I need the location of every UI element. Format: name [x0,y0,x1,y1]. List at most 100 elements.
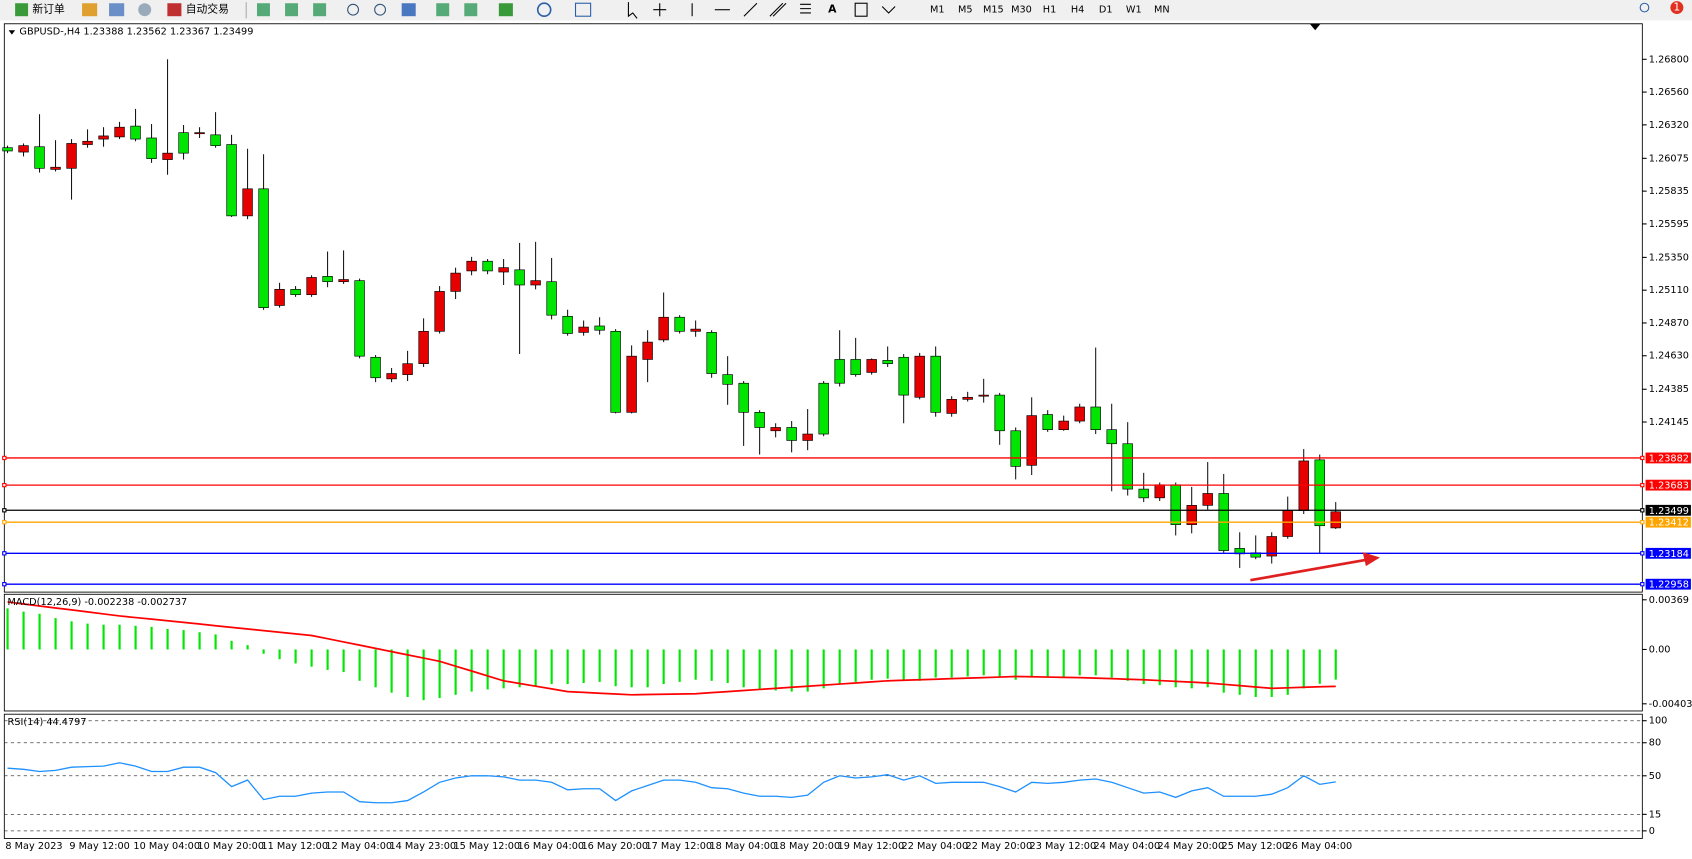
x-tick-label: 22 May 20:00 [966,841,1033,852]
timeframe-button[interactable]: D1 [1099,5,1113,16]
line-handle[interactable] [1640,482,1645,488]
line-handle[interactable] [2,508,7,513]
line-handle[interactable] [1640,455,1645,461]
y-tick-label: 15 [1649,809,1661,820]
toolbar-icon[interactable] [82,3,98,17]
y-tick-label: 1.26800 [1649,54,1689,65]
candle-body [146,137,157,159]
symbol-marker[interactable] [8,30,16,35]
price-label: 1.23184 [1649,549,1689,560]
indicators[interactable] [498,3,513,17]
tile-windows[interactable] [401,3,416,17]
line-handle[interactable] [1640,520,1645,525]
trendline-tool[interactable] [743,2,758,17]
timeframe-bar: M1 M5 M15 M30 H1 H4 D1 W1 MN [930,5,1170,16]
price-label: 1.23683 [1649,481,1689,492]
line-handle[interactable] [2,520,7,525]
candle-body [866,359,877,373]
candle-body [130,125,141,140]
timeframe-button[interactable]: H4 [1071,5,1084,16]
y-tick-label: -0.004038 [1649,699,1692,710]
annotation-arrow-head [1362,552,1380,567]
candle-body [1010,430,1021,467]
candle-body [962,396,973,400]
candle-body [82,140,93,145]
toolbar-icon[interactable] [256,3,270,17]
line-handle[interactable] [1640,551,1645,556]
channel-tool[interactable] [769,2,787,17]
y-tick-label: 50 [1649,771,1661,782]
candle-body [706,332,717,374]
candle-body [466,260,477,272]
toolbar-icon[interactable] [109,3,125,17]
text-tool[interactable]: A [828,3,837,16]
y-tick-label: 1.25350 [1649,252,1689,263]
toolbar-icon[interactable] [464,3,478,17]
toolbar-icon[interactable] [285,3,299,17]
candle-body [226,144,237,217]
line-handle[interactable] [1640,508,1645,513]
zoom-in[interactable] [347,3,360,16]
line-handle[interactable] [2,455,7,461]
x-tick-label: 25 May 12:00 [1222,841,1289,852]
new-order-button[interactable]: 新订单 [32,2,65,16]
x-tick-label: 15 May 12:00 [453,841,520,852]
candle-body [562,315,573,334]
timeframe-button[interactable]: MN [1154,5,1170,16]
timeframe-button[interactable]: M30 [1011,5,1032,16]
toolbar: 新订单 自动交易 A M1 M5 M15 M30 H1 H4 D1 W1 MN 1 [0,0,1692,21]
candle-body [354,280,365,357]
candle-body [1090,406,1101,430]
zoom-out[interactable] [374,3,387,16]
toolbar-icon[interactable] [313,3,327,17]
toolbar-icon[interactable] [138,3,152,17]
candle-body [882,360,893,365]
auto-trading-icon[interactable] [167,3,182,17]
line-handle[interactable] [2,582,7,587]
auto-trading-button[interactable]: 自动交易 [186,2,229,16]
periods[interactable] [536,2,552,18]
candle-body [642,341,653,360]
candle-body [1058,420,1069,430]
candle-body [1138,488,1149,499]
candle-body [402,363,413,375]
timeframe-button[interactable]: M1 [930,5,945,16]
fibonacci-tool[interactable] [800,3,811,14]
x-tick-label: 10 May 20:00 [197,841,264,852]
line-handle[interactable] [1640,582,1645,587]
toolbar-icon[interactable] [436,3,450,17]
x-tick-label: 16 May 04:00 [517,841,584,852]
candle-body [1154,484,1165,499]
candle-body [498,267,509,273]
timeframe-button[interactable]: H1 [1043,5,1056,16]
candle-body [1042,414,1053,430]
pane-title: MACD(12,26,9) -0.002238 -0.002737 [8,597,188,608]
line-handle[interactable] [2,482,7,488]
label-tool[interactable] [854,2,868,17]
candle-body [930,355,941,413]
timeframe-button[interactable]: M5 [958,5,973,16]
candle-body [626,355,637,413]
y-tick-label: 1.24630 [1649,351,1689,362]
candle-body [338,279,349,283]
pane-frame [3,713,1643,839]
chart-shift-marker[interactable] [1309,23,1321,31]
arrows-tool[interactable] [881,6,896,14]
timeframe-button[interactable]: W1 [1126,5,1142,16]
candle-body [178,132,189,154]
crosshair-tool[interactable] [653,3,667,17]
notification-badge[interactable] [1670,1,1684,15]
pane-title: GBPUSD-,H4 1.23388 1.23562 1.23367 1.234… [19,26,253,37]
cursor-tool[interactable] [627,2,638,19]
plot: 1.26800 1.26560 1.26320 1.26075 1.25835 1.255… [2,23,1692,852]
x-tick-label: 26 May 04:00 [1286,841,1353,852]
candle-body [658,316,669,341]
y-tick-label: 1.24385 [1649,384,1689,395]
templates[interactable] [574,2,592,17]
price-label: 1.23499 [1649,506,1689,517]
candle-body [274,289,285,306]
timeframe-button[interactable]: M15 [983,5,1004,16]
line-handle[interactable] [2,551,7,556]
search[interactable] [1639,2,1650,13]
new-order-icon[interactable] [15,3,29,17]
